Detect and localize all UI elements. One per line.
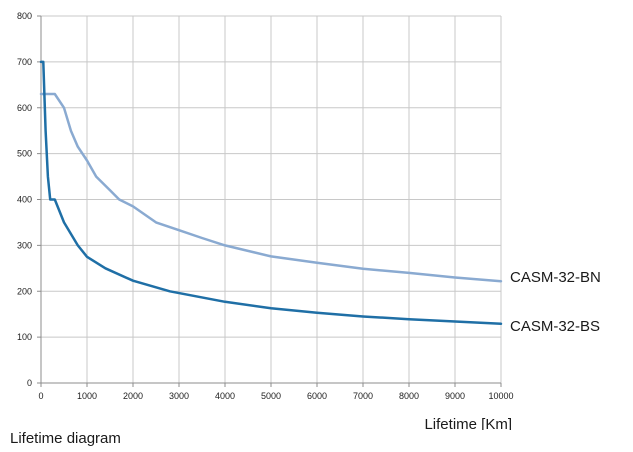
y-tick-label: 0 [27,378,32,388]
x-tick-label: 5000 [261,391,281,401]
x-tick-label: 2000 [123,391,143,401]
series-line-casm-32-bn [39,92,503,283]
x-axis-title: Lifetime [Km] [424,416,512,430]
series-label-casm-32-bn: CASM-32-BN [510,269,601,286]
series-lines [39,60,503,326]
y-tick-label: 700 [17,57,32,67]
series-label-casm-32-bs: CASM-32-BS [510,318,600,335]
chart-grid [41,15,502,383]
y-tick-label: 400 [17,195,32,205]
y-tick-label: 800 [17,11,32,21]
y-axis-ticks: 0 100 200 300 400 500 600 700 800 [17,11,41,388]
x-axis-ticks: 0 1000 2000 3000 4000 5000 6000 7000 8000 9000 100… [38,383,514,401]
y-tick-label: 100 [17,332,32,342]
y-tick-label: 600 [17,103,32,113]
x-tick-label: 0 [38,391,43,401]
x-tick-label: 4000 [215,391,235,401]
y-tick-label: 300 [17,240,32,250]
y-tick-label: 500 [17,149,32,159]
x-tick-label: 9000 [445,391,465,401]
x-tick-label: 6000 [307,391,327,401]
chart-caption: Lifetime diagram [10,430,121,447]
x-tick-label: 3000 [169,391,189,401]
x-tick-label: 10000 [488,391,513,401]
x-tick-label: 7000 [353,391,373,401]
series-line-casm-32-bs [39,60,503,326]
lifetime-line-chart: 0 100 200 300 400 500 600 700 800 0 1000 2000 3000 4… [17,11,601,430]
y-tick-label: 200 [17,286,32,296]
x-tick-label: 1000 [77,391,97,401]
series-labels: CASM-32-BN CASM-32-BS [510,269,601,335]
x-tick-label: 8000 [399,391,419,401]
